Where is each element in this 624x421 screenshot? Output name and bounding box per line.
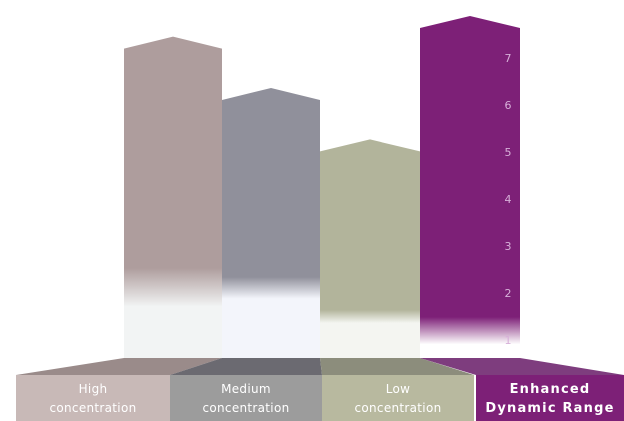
ramp-3 [320, 358, 474, 375]
category-label-1-line1: High [79, 382, 108, 396]
y-tick-7: 7 [505, 52, 512, 65]
bar-1 [124, 36, 222, 358]
category-label-2-line1: Medium [221, 382, 271, 396]
category-box-3 [322, 375, 474, 421]
ramp-2 [170, 358, 322, 375]
category-label-2-line2: concentration [202, 401, 289, 415]
bar-3 [320, 139, 420, 358]
category-box-2 [170, 375, 322, 421]
category-label-4-line1: Enhanced [510, 382, 591, 397]
y-tick-3: 3 [505, 240, 512, 253]
category-label-3-line2: concentration [354, 401, 441, 415]
category-label-1-line2: concentration [49, 401, 136, 415]
category-label-3-line1: Low [386, 382, 411, 396]
y-tick-2: 2 [505, 287, 512, 300]
y-tick-6: 6 [505, 99, 512, 112]
bar-4 [420, 16, 520, 358]
ramp-4 [420, 358, 624, 375]
ramp-1 [16, 358, 222, 375]
category-box-1 [16, 375, 170, 421]
category-label-4-line2: Dynamic Range [485, 401, 614, 416]
category-box-4 [476, 375, 624, 421]
y-tick-4: 4 [505, 193, 512, 206]
y-tick-1: 1 [505, 334, 512, 347]
bar-2 [222, 88, 320, 358]
y-tick-5: 5 [505, 146, 512, 159]
